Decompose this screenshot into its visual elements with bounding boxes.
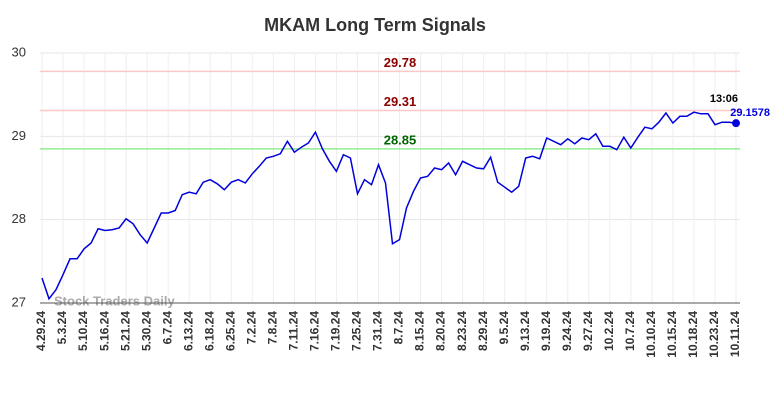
x-tick-label: 5.16.24 (97, 311, 111, 351)
x-tick-label: 5.30.24 (139, 311, 153, 351)
chart-title: MKAM Long Term Signals (264, 15, 486, 35)
x-tick-label: 8.29.24 (476, 311, 490, 351)
x-tick-label: 7.8.24 (266, 311, 280, 345)
x-tick-label: 9.19.24 (539, 311, 553, 351)
x-tick-label: 7.2.24 (244, 311, 258, 345)
x-tick-label: 7.31.24 (371, 311, 385, 351)
y-tick-label: 29 (12, 128, 26, 143)
x-tick-label: 5.10.24 (76, 311, 90, 351)
x-tick-label: 9.24.24 (560, 311, 574, 351)
y-tick-label: 30 (12, 44, 26, 59)
x-tick-label: 10.11.24 (728, 311, 742, 357)
x-tick-label: 10.15.24 (665, 311, 679, 358)
x-tick-label: 7.11.24 (287, 311, 301, 351)
y-tick-label: 28 (12, 211, 26, 226)
signal-label: 28.85 (384, 132, 417, 147)
x-tick-label: 6.7.24 (160, 311, 174, 345)
y-tick-label: 27 (12, 294, 26, 309)
x-tick-label: 8.23.24 (455, 311, 469, 351)
x-tick-label: 4.29.24 (34, 311, 48, 351)
x-tick-label: 5.3.24 (55, 311, 69, 345)
x-tick-label: 7.16.24 (308, 311, 322, 351)
last-point (732, 119, 740, 128)
x-tick-label: 10.7.24 (623, 311, 637, 351)
x-tick-label: 6.25.24 (223, 311, 237, 351)
x-tick-label: 9.5.24 (497, 311, 511, 345)
x-tick-label: 10.23.24 (707, 311, 721, 358)
x-tick-label: 10.18.24 (686, 311, 700, 358)
x-tick-label: 8.7.24 (392, 311, 406, 345)
last-value: 29.1578 (730, 107, 770, 119)
price-line (41, 111, 737, 301)
x-tick-label: 10.2.24 (602, 311, 616, 351)
x-tick-label: 10.10.24 (644, 311, 658, 358)
x-tick-label: 9.13.24 (518, 311, 532, 351)
x-tick-label: 8.15.24 (413, 311, 427, 351)
x-tick-label: 5.21.24 (118, 311, 132, 351)
x-tick-label: 8.20.24 (434, 311, 448, 351)
x-tick-label: 6.13.24 (181, 311, 195, 351)
x-tick-label: 9.27.24 (581, 311, 595, 351)
signal-label: 29.78 (384, 55, 417, 70)
watermark: Stock Traders Daily (54, 293, 175, 308)
signal-label: 29.31 (384, 94, 417, 109)
last-time: 13:06 (710, 93, 738, 105)
x-tick-label: 7.19.24 (329, 311, 343, 351)
x-tick-label: 7.25.24 (350, 311, 364, 351)
x-tick-label: 6.18.24 (202, 311, 216, 351)
